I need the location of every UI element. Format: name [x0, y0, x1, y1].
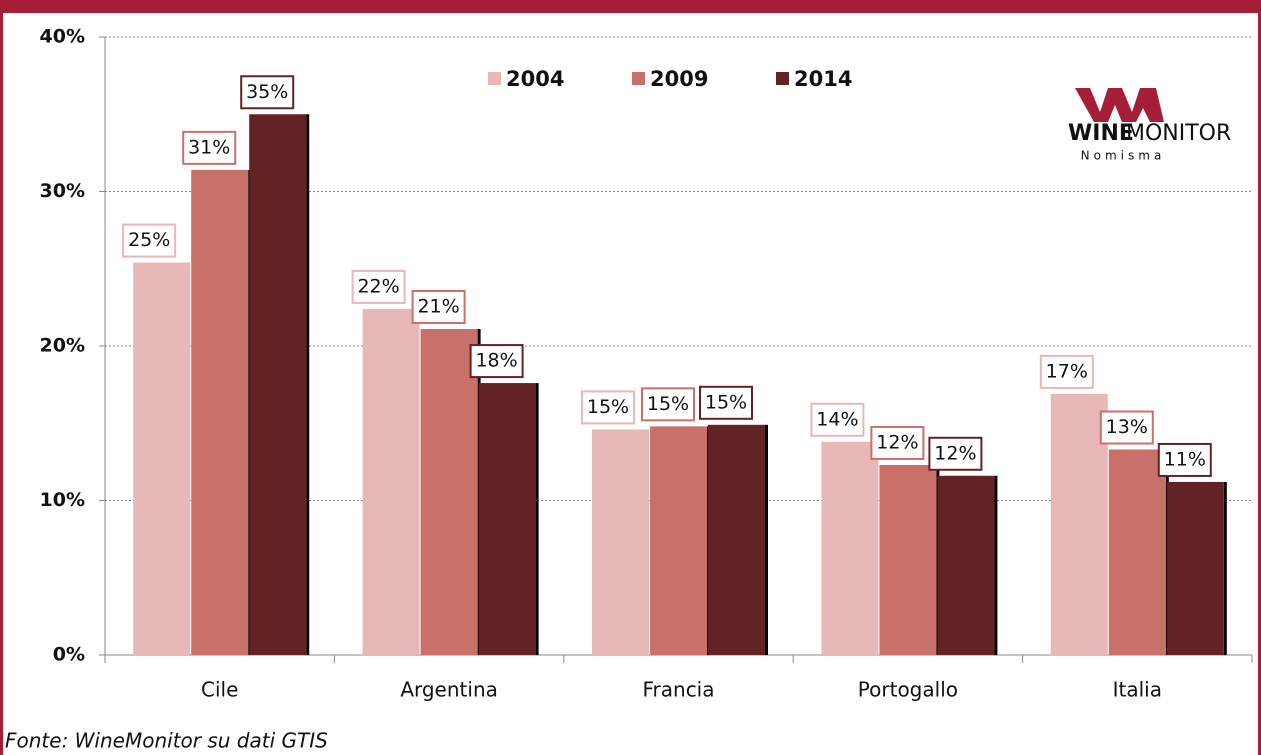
value-label-box — [240, 75, 295, 110]
bar — [191, 169, 249, 655]
bar — [133, 262, 191, 655]
legend-swatch — [632, 72, 645, 85]
value-label-box — [411, 290, 466, 325]
value-label: 13% — [1106, 416, 1148, 438]
legend-label: 2009 — [650, 67, 708, 91]
value-label: 18% — [475, 350, 517, 372]
x-tick-label: Portogallo — [858, 678, 958, 702]
logo-mark — [1075, 88, 1164, 122]
value-label: 15% — [705, 391, 747, 413]
bar-shadow — [994, 475, 998, 655]
bar — [1166, 481, 1224, 655]
value-label: 15% — [587, 396, 629, 418]
bar — [1108, 449, 1166, 655]
legend-label: 2004 — [506, 67, 564, 91]
value-label-box — [928, 436, 983, 471]
bar — [420, 329, 478, 655]
logo: WINE MONITOR Nomisma — [1068, 88, 1231, 163]
bar — [592, 429, 649, 655]
logo-sub: Nomisma — [1081, 149, 1166, 163]
y-tick-label: 10% — [40, 489, 85, 511]
value-label-box — [469, 344, 524, 379]
x-tick-label: Cile — [201, 678, 238, 702]
value-label-box — [1099, 410, 1154, 445]
value-label-box — [1157, 442, 1212, 477]
logo-brand: MONITOR — [1126, 121, 1231, 146]
source: Fonte: WineMonitor su dati GTIS — [5, 729, 328, 753]
frame-right — [1258, 0, 1261, 755]
value-label-box — [182, 130, 237, 165]
bar — [650, 426, 707, 655]
value-label: 25% — [128, 229, 170, 251]
value-label-box — [351, 269, 406, 304]
value-label: 12% — [876, 431, 918, 453]
value-label: 17% — [1046, 360, 1088, 382]
bar — [249, 114, 307, 655]
value-label-box — [1039, 354, 1094, 389]
bar-shadow — [1223, 481, 1227, 655]
value-label: 31% — [188, 136, 230, 158]
y-tick-label: 30% — [40, 180, 85, 202]
header-band — [0, 0, 1261, 13]
value-label-box — [122, 223, 177, 258]
bar — [362, 308, 420, 655]
value-label: 22% — [357, 275, 399, 297]
bar — [937, 475, 995, 655]
logo-brand-bold: WINE — [1068, 121, 1134, 146]
y-tick-label: 20% — [40, 335, 85, 357]
legend-label: 2014 — [794, 67, 852, 91]
frame-left — [0, 0, 3, 755]
value-label: 14% — [816, 408, 858, 430]
x-tick-label: Argentina — [400, 678, 498, 702]
value-label: 21% — [417, 296, 459, 318]
bar — [708, 424, 765, 655]
x-tick-label: Italia — [1113, 678, 1162, 702]
y-tick-label: 40% — [40, 26, 85, 48]
value-label-box — [581, 390, 635, 425]
value-label-box — [870, 425, 925, 460]
bar-shadow — [535, 383, 539, 655]
x-tick-label: Francia — [642, 678, 714, 702]
value-label-box — [810, 402, 865, 437]
value-label-box — [641, 387, 695, 422]
bar — [1050, 393, 1108, 655]
value-label: 12% — [934, 442, 976, 464]
bar-shadow — [765, 424, 768, 655]
legend-swatch — [776, 72, 789, 85]
legend-swatch — [488, 72, 501, 85]
value-label: 35% — [246, 81, 288, 103]
y-tick-label: 0% — [53, 644, 85, 666]
value-label: 11% — [1164, 448, 1206, 470]
bar — [478, 383, 536, 655]
value-label: 15% — [647, 393, 689, 415]
value-label-box — [699, 385, 753, 420]
bar — [879, 464, 937, 655]
bar-shadow — [306, 114, 310, 655]
bar — [821, 441, 879, 655]
